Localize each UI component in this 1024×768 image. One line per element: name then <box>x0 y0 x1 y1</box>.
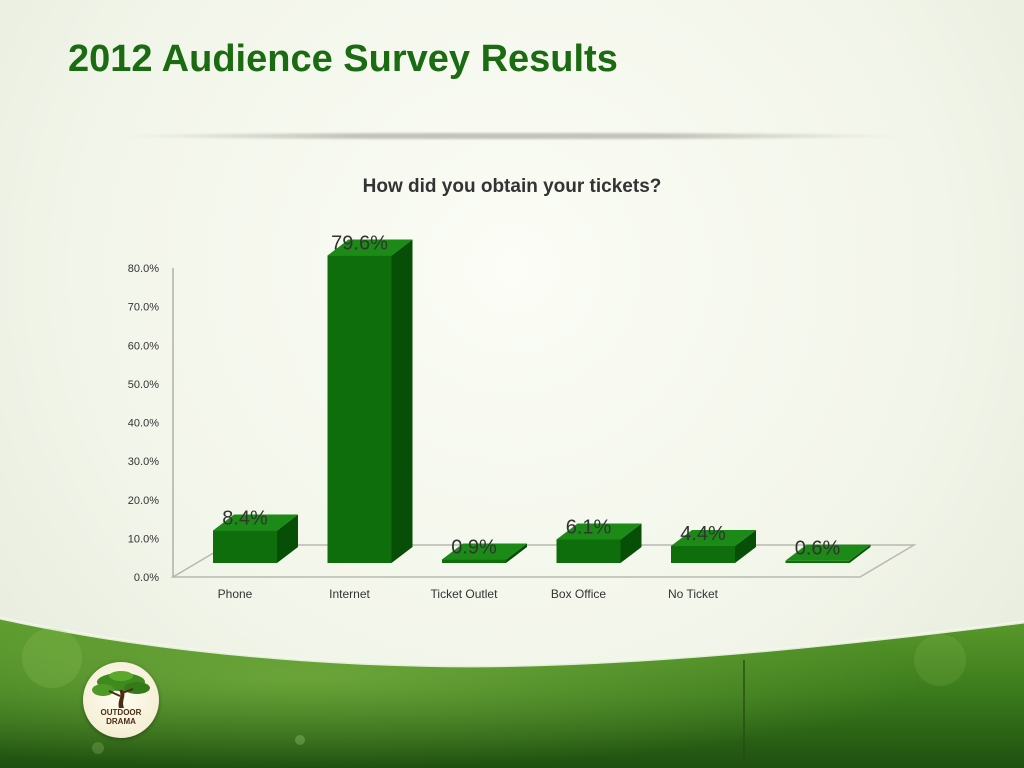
y-tick-label: 30.0% <box>128 456 159 468</box>
title-divider <box>120 133 900 139</box>
chart-floor <box>170 544 917 578</box>
bar-top <box>556 523 642 540</box>
bar-side <box>506 543 527 563</box>
y-tick-label: 10.0% <box>128 533 159 545</box>
data-label: 0.6% <box>795 538 841 560</box>
logo-text-line1: OUTDOOR <box>100 708 142 717</box>
bar <box>213 514 298 563</box>
bar-top <box>671 530 756 547</box>
bar-front <box>556 539 621 563</box>
data-label: 4.4% <box>680 523 726 545</box>
bar <box>671 530 756 563</box>
bar-top <box>327 239 413 256</box>
bar-front <box>442 559 506 563</box>
footer-band <box>0 600 1024 768</box>
x-tick-label: Ticket Outlet <box>431 587 499 601</box>
y-tick-label: 70.0% <box>128 302 159 314</box>
data-label: 0.9% <box>451 537 497 559</box>
bar-top <box>785 544 871 561</box>
x-tick-label: Internet <box>329 587 370 601</box>
bar-front <box>327 255 392 564</box>
bar <box>785 544 871 563</box>
data-label: 79.6% <box>331 233 388 255</box>
x-tick-label: Phone <box>218 587 253 601</box>
data-label: 6.1% <box>566 516 612 538</box>
x-tick-label: No Ticket <box>668 587 719 601</box>
y-tick-label: 0.0% <box>134 572 159 584</box>
bar-side <box>391 239 413 564</box>
y-tick-label: 40.0% <box>128 418 159 430</box>
bar-top <box>442 543 527 560</box>
y-tick-label: 20.0% <box>128 495 159 507</box>
bar <box>327 239 413 564</box>
bar-front <box>213 530 277 563</box>
y-tick-label: 50.0% <box>128 379 159 391</box>
bar-front <box>785 560 850 563</box>
bar-side <box>620 523 642 563</box>
bar-side <box>735 530 756 563</box>
bar-top <box>213 514 298 531</box>
chart-title: How did you obtain your tickets? <box>362 176 662 197</box>
y-tick-label: 80.0% <box>128 263 159 275</box>
bar <box>442 543 527 563</box>
outdoor-drama-logo: OUTDOOR DRAMA <box>83 662 159 738</box>
logo-text-line2: DRAMA <box>106 717 136 726</box>
y-tick-label: 60.0% <box>128 340 159 352</box>
bar-front <box>671 546 735 563</box>
bonsai-tree-icon <box>92 671 150 708</box>
slide-title: 2012 Audience Survey Results <box>68 38 618 80</box>
data-label: 8.4% <box>222 508 268 530</box>
bar <box>556 523 642 563</box>
bar-side <box>277 514 298 563</box>
x-tick-label: Box Office <box>551 587 606 601</box>
bar-side <box>849 544 871 563</box>
